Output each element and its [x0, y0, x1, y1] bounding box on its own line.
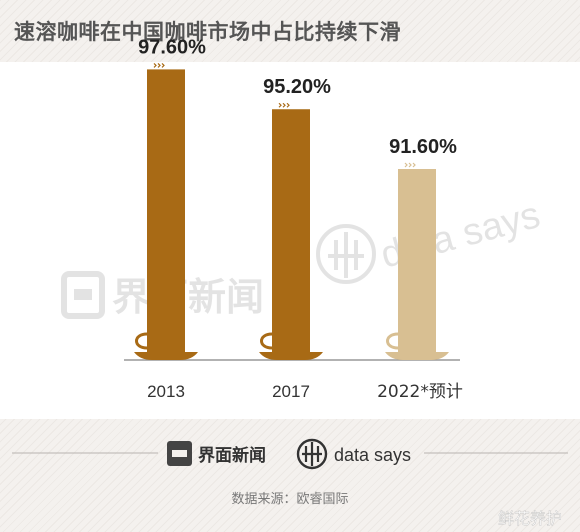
category-label-2017: 2017 — [272, 382, 310, 401]
steam-mark-2017 — [282, 102, 286, 108]
steam-mark-2017 — [286, 102, 290, 108]
watermark-datasays-icon — [316, 224, 376, 284]
corner-watermark: 鲜花养护 — [498, 509, 562, 528]
value-label-2013: 97.60% — [138, 36, 206, 58]
footer-brand-cn: 界面新闻 — [198, 445, 266, 466]
steam-mark-2013 — [161, 62, 165, 68]
cup-handle-2013 — [135, 332, 148, 350]
footer-datasays-icon — [296, 438, 328, 470]
saucer-2022 — [385, 352, 449, 360]
value-label-2022: 91.60% — [389, 136, 457, 158]
footer-logo-icon — [167, 441, 192, 466]
steam-mark-2013 — [153, 62, 157, 68]
steam-mark-2013 — [157, 62, 161, 68]
saucer-2017 — [259, 352, 323, 360]
watermark-logo-icon — [61, 271, 105, 319]
watermark-brand-cn: 界面新闻 — [112, 275, 264, 319]
title-bar: 速溶咖啡在中国咖啡市场中占比持续下滑 — [0, 0, 580, 62]
steam-mark-2022 — [404, 162, 408, 168]
footer-brand-en: data says — [334, 445, 411, 465]
bar-2013 — [147, 69, 185, 353]
chart-title: 速溶咖啡在中国咖啡市场中占比持续下滑 — [14, 20, 401, 44]
bars — [134, 62, 449, 360]
steam-mark-2022 — [412, 162, 416, 168]
steam-mark-2017 — [278, 102, 282, 108]
bar-2017 — [272, 109, 310, 353]
category-label-2022: 2022*预计 — [377, 382, 463, 402]
cup-handle-2017 — [260, 332, 273, 350]
cup-handle-2022 — [386, 332, 399, 350]
category-label-2013: 2013 — [147, 382, 185, 401]
value-label-2017: 95.20% — [263, 76, 331, 98]
steam-mark-2022 — [408, 162, 412, 168]
bar-2022 — [398, 169, 436, 352]
data-source: 数据来源：欧睿国际 — [231, 492, 348, 507]
saucer-2013 — [134, 352, 198, 360]
